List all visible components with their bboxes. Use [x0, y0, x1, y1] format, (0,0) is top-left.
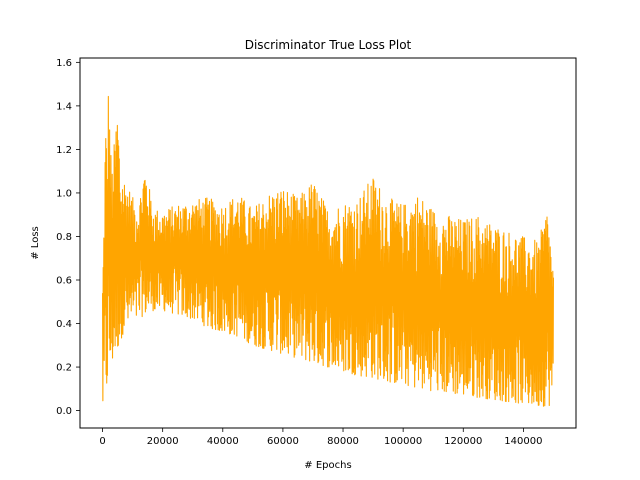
y-tick-label: 0.2	[56, 363, 72, 374]
x-tick-label: 80000	[327, 436, 359, 447]
chart-title: Discriminator True Loss Plot	[245, 38, 412, 52]
x-tick-label: 60000	[267, 436, 299, 447]
y-tick-label: 0.6	[56, 276, 72, 287]
x-tick-label: 100000	[384, 436, 422, 447]
y-tick-label: 0.4	[56, 319, 72, 330]
y-tick-label: 0.0	[56, 406, 72, 417]
y-tick-label: 1.4	[56, 101, 72, 112]
y-axis-label: # Loss	[30, 226, 41, 260]
x-tick-label: 120000	[444, 436, 482, 447]
y-tick-label: 1.2	[56, 145, 72, 156]
y-tick-label: 1.0	[56, 188, 72, 199]
x-tick-label: 0	[99, 436, 105, 447]
x-axis: 0 20000 40000 60000 80000 100000 120000 140000	[99, 428, 542, 447]
x-tick-label: 140000	[504, 436, 542, 447]
series-layer	[102, 95, 554, 407]
plot-frame	[79, 57, 577, 429]
x-tick-label: 20000	[147, 436, 179, 447]
y-tick-label: 0.8	[56, 232, 72, 243]
series-line-0	[102, 95, 554, 407]
y-axis: 0.0 0.2 0.4 0.6 0.8 1.0 1.2 1.4 1.6	[56, 58, 80, 417]
x-tick-label: 40000	[207, 436, 239, 447]
y-tick-label: 1.6	[56, 58, 72, 69]
x-axis-label: # Epochs	[304, 460, 351, 471]
